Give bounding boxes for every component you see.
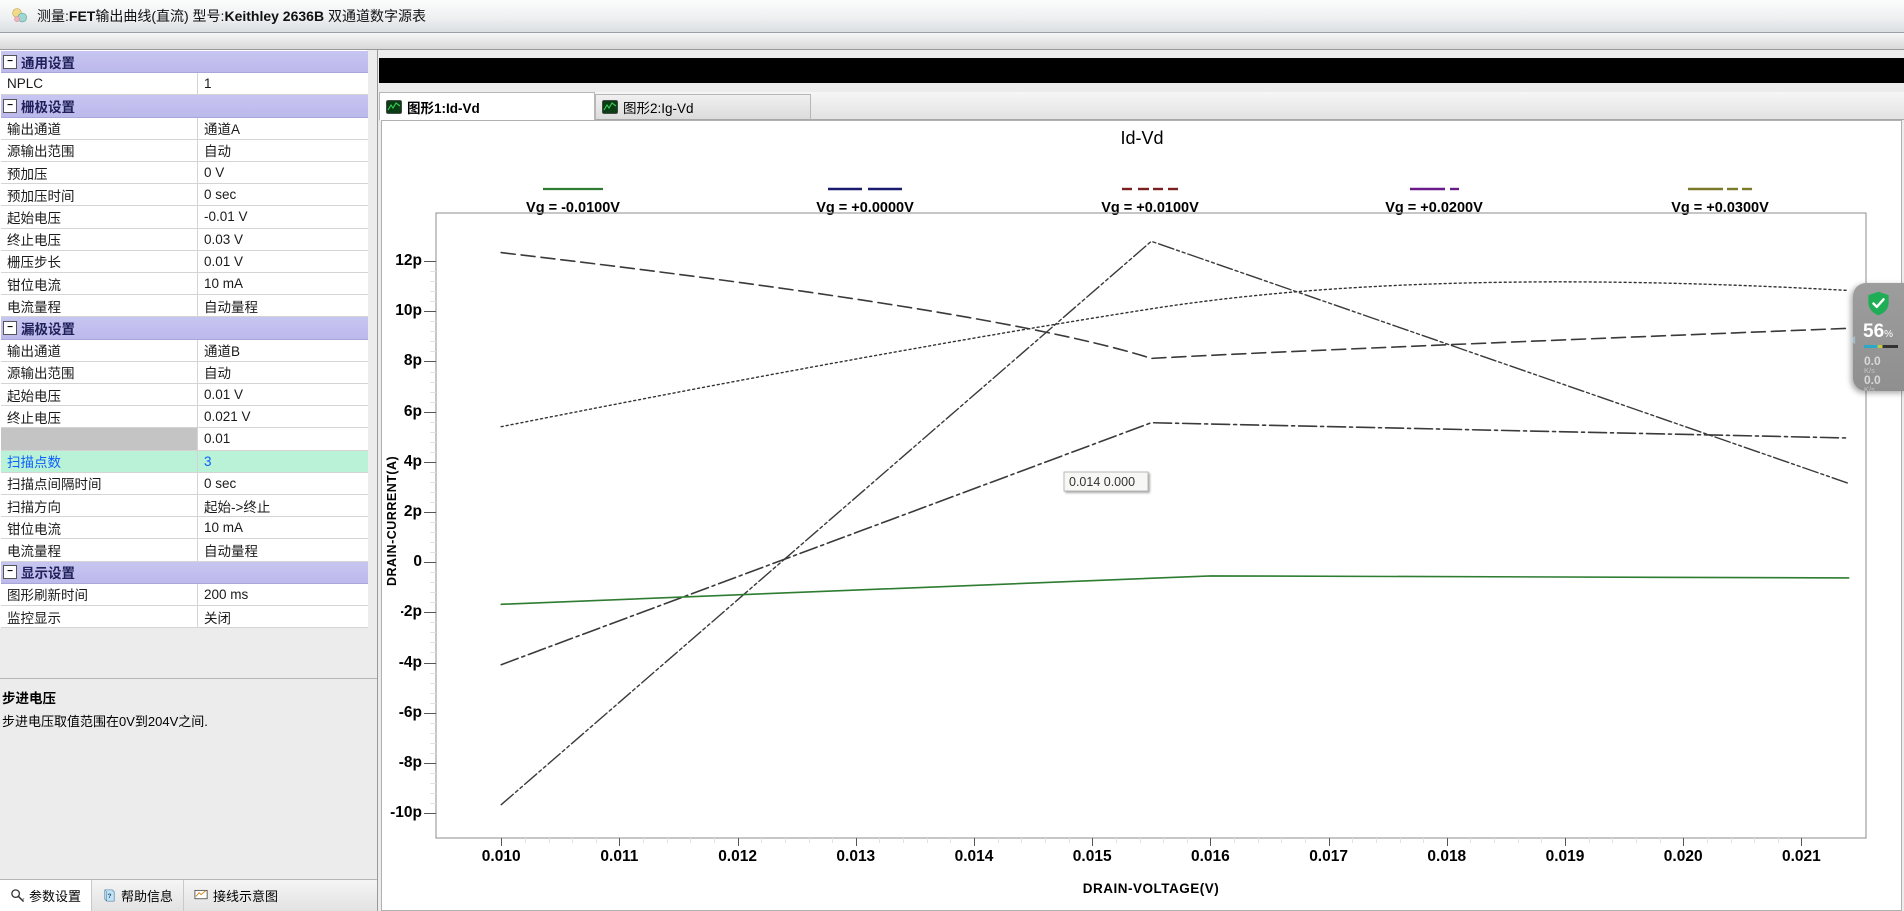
svg-text:Vg = +0.0200V: Vg = +0.0200V <box>1385 200 1483 216</box>
svg-text:Id-Vd: Id-Vd <box>1120 128 1163 148</box>
svg-text:Vg = +0.0000V: Vg = +0.0000V <box>816 200 914 216</box>
svg-text:?: ? <box>107 893 111 900</box>
svg-text:0.014 0.000: 0.014 0.000 <box>1069 475 1135 489</box>
svg-text:Vg = +0.0300V: Vg = +0.0300V <box>1671 200 1769 216</box>
svg-text:Vg = +0.0100V: Vg = +0.0100V <box>1101 200 1199 216</box>
svg-text:Vg = -0.0100V: Vg = -0.0100V <box>526 200 620 216</box>
